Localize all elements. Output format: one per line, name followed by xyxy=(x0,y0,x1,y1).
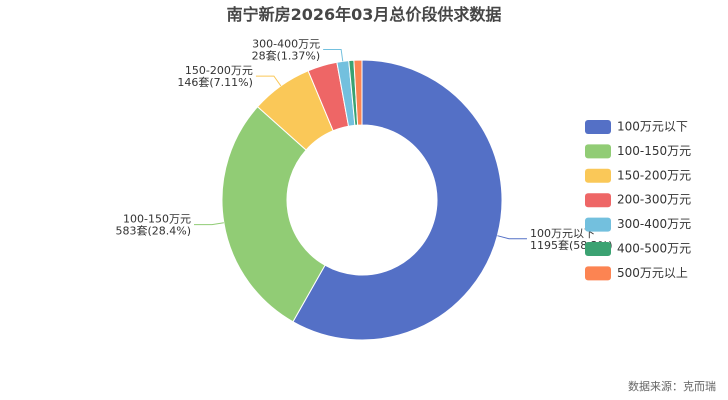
slice-label-value: 28套(1.37%) xyxy=(252,49,321,62)
legend-label: 100-150万元 xyxy=(617,144,691,158)
donut-slice xyxy=(292,59,503,341)
chart-title: 南宁新房2026年03月总价段供求数据 xyxy=(227,5,502,24)
donut-slice xyxy=(353,59,363,126)
legend-swatch xyxy=(585,193,611,208)
legend-label: 100万元以下 xyxy=(617,120,688,134)
leader-line xyxy=(323,48,344,62)
donut-slice xyxy=(221,106,326,323)
leader-line xyxy=(497,235,527,240)
legend-swatch xyxy=(585,120,611,134)
legend-swatch xyxy=(585,168,611,183)
slice-label-name: 100万元以下 xyxy=(530,227,595,240)
legend-swatch xyxy=(585,144,611,159)
legend-label: 300-400万元 xyxy=(617,217,691,231)
legend-swatch xyxy=(585,242,611,256)
legend-label: 500万元以上 xyxy=(617,266,688,280)
slice-label-name: 300-400万元 xyxy=(252,37,320,50)
legend-swatch xyxy=(585,266,611,281)
legend-label: 150-200万元 xyxy=(617,168,691,182)
slice-label-name: 100-150万元 xyxy=(123,213,191,226)
slice-label-name: 150-200万元 xyxy=(185,64,253,77)
leader-line xyxy=(194,222,224,226)
legend-swatch xyxy=(585,217,611,232)
source-note: 数据来源：克而瑞 xyxy=(628,379,716,393)
slice-label-value: 583套(28.4%) xyxy=(115,225,191,238)
slice-label-value: 146套(7.11%) xyxy=(177,76,253,89)
legend-label: 200-300万元 xyxy=(617,193,691,207)
legend-label: 400-500万元 xyxy=(617,242,691,256)
leader-line xyxy=(255,75,282,87)
